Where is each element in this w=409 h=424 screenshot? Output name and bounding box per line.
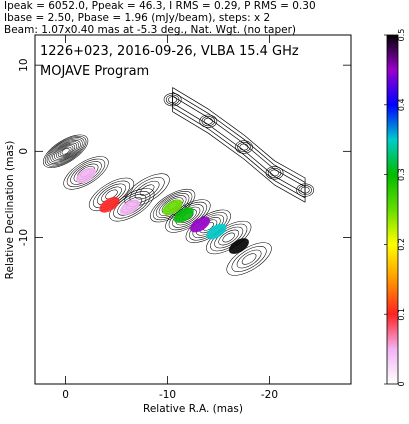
offset-knot-contour [235, 140, 253, 154]
jet-component-contour [56, 144, 76, 159]
jet-component-contour [139, 184, 155, 196]
offset-knot-contour [237, 142, 251, 153]
polarization-blob [162, 199, 183, 216]
offset-knot-contour [298, 185, 312, 196]
colorbar [386, 34, 399, 385]
jet-component-contour [57, 145, 74, 158]
jet-component-contour [66, 158, 106, 188]
polarization-color-map [75, 167, 249, 254]
polarization-blob [119, 199, 140, 216]
chart-subtitle: MOJAVE Program [40, 64, 149, 79]
offset-jet-contours [163, 87, 315, 203]
jet-component-contour [231, 246, 267, 272]
jet-component-contour [241, 253, 257, 265]
y-tick-label: 10 [18, 58, 30, 71]
offset-knot-contour [163, 93, 182, 107]
polarization-blob [173, 207, 194, 223]
y-tick-label: 0 [18, 148, 30, 155]
offset-knot-contour [203, 117, 213, 125]
jet-component-contour [44, 135, 87, 167]
jet-component-contour [218, 229, 240, 246]
offset-jet-contour [172, 91, 306, 199]
offset-knot-contour [270, 169, 280, 177]
chart-title: 1226+023, 2016-09-26, VLBA 15.4 GHz [40, 44, 299, 59]
polarization-blob [206, 223, 227, 240]
offset-knot-contour [296, 183, 315, 197]
jet-component-contour [117, 194, 147, 216]
jet-component-contour [52, 141, 79, 162]
jet-component-contour [113, 191, 151, 219]
jet-component-contour [236, 249, 262, 269]
main-jet-contours [43, 134, 272, 276]
x-tick-label: 0 [62, 389, 69, 401]
y-axis-label: Relative Declination (mas) [4, 141, 16, 280]
colorbar-tick-label: 0 [397, 381, 406, 386]
offset-knot-contour [239, 143, 249, 151]
polarization-blob [99, 196, 120, 213]
header-line-3: Beam: 1.07x0.40 mas at -5.3 deg., Nat. W… [4, 24, 296, 36]
offset-jet-contour [172, 87, 306, 203]
jet-component-contour [43, 134, 89, 168]
polarization-blob [190, 216, 211, 233]
jet-component-contour [54, 142, 78, 160]
colorbar-tick-label: 0.4 [397, 98, 406, 111]
x-tick-label: -20 [261, 389, 278, 401]
header-line-2: Ibase = 2.50, Pbase = 1.96 (mJy/beam), s… [4, 12, 270, 24]
colorbar-tick-label: 0.3 [397, 168, 406, 181]
offset-jet-contour [172, 95, 306, 194]
plot-area: 0 -10 -20 10 0 -10 [18, 34, 352, 401]
offset-knot-contour [267, 167, 282, 178]
jet-component-contour [222, 232, 235, 243]
y-tick-label: -10 [18, 229, 30, 246]
axis-ticks: 0 -10 -20 10 0 -10 [18, 35, 351, 401]
polarization-blob [75, 167, 97, 184]
jet-component-contour [48, 138, 83, 164]
jet-component-contour [50, 140, 81, 163]
jet-component-contour [61, 148, 70, 155]
offset-knot-contour [300, 186, 310, 194]
offset-knot-contour [265, 166, 284, 180]
offset-knot-contour [168, 96, 178, 104]
offset-knot-contour [165, 94, 180, 105]
jet-component-contour [59, 146, 72, 156]
offset-knot-contour [201, 116, 215, 127]
header-line-1: Ipeak = 6052.0, Ppeak = 46.3, I RMS = 0.… [4, 0, 316, 12]
jet-component-contour [63, 156, 109, 190]
jet-component-contour [134, 180, 160, 200]
offset-knot-contour [199, 114, 218, 128]
colorbar-tick-label: 0.5 [397, 29, 406, 42]
colorbar-tick-label: 0.1 [397, 308, 406, 321]
jet-component-contour [46, 137, 85, 166]
colorbar-ticks: 0 0.1 0.2 0.3 0.4 0.5 [384, 29, 406, 387]
x-tick-label: -10 [159, 389, 176, 401]
polarization-blob [228, 238, 249, 254]
x-axis-label: Relative R.A. (mas) [143, 403, 243, 415]
colorbar-tick-label: 0.2 [397, 238, 406, 251]
